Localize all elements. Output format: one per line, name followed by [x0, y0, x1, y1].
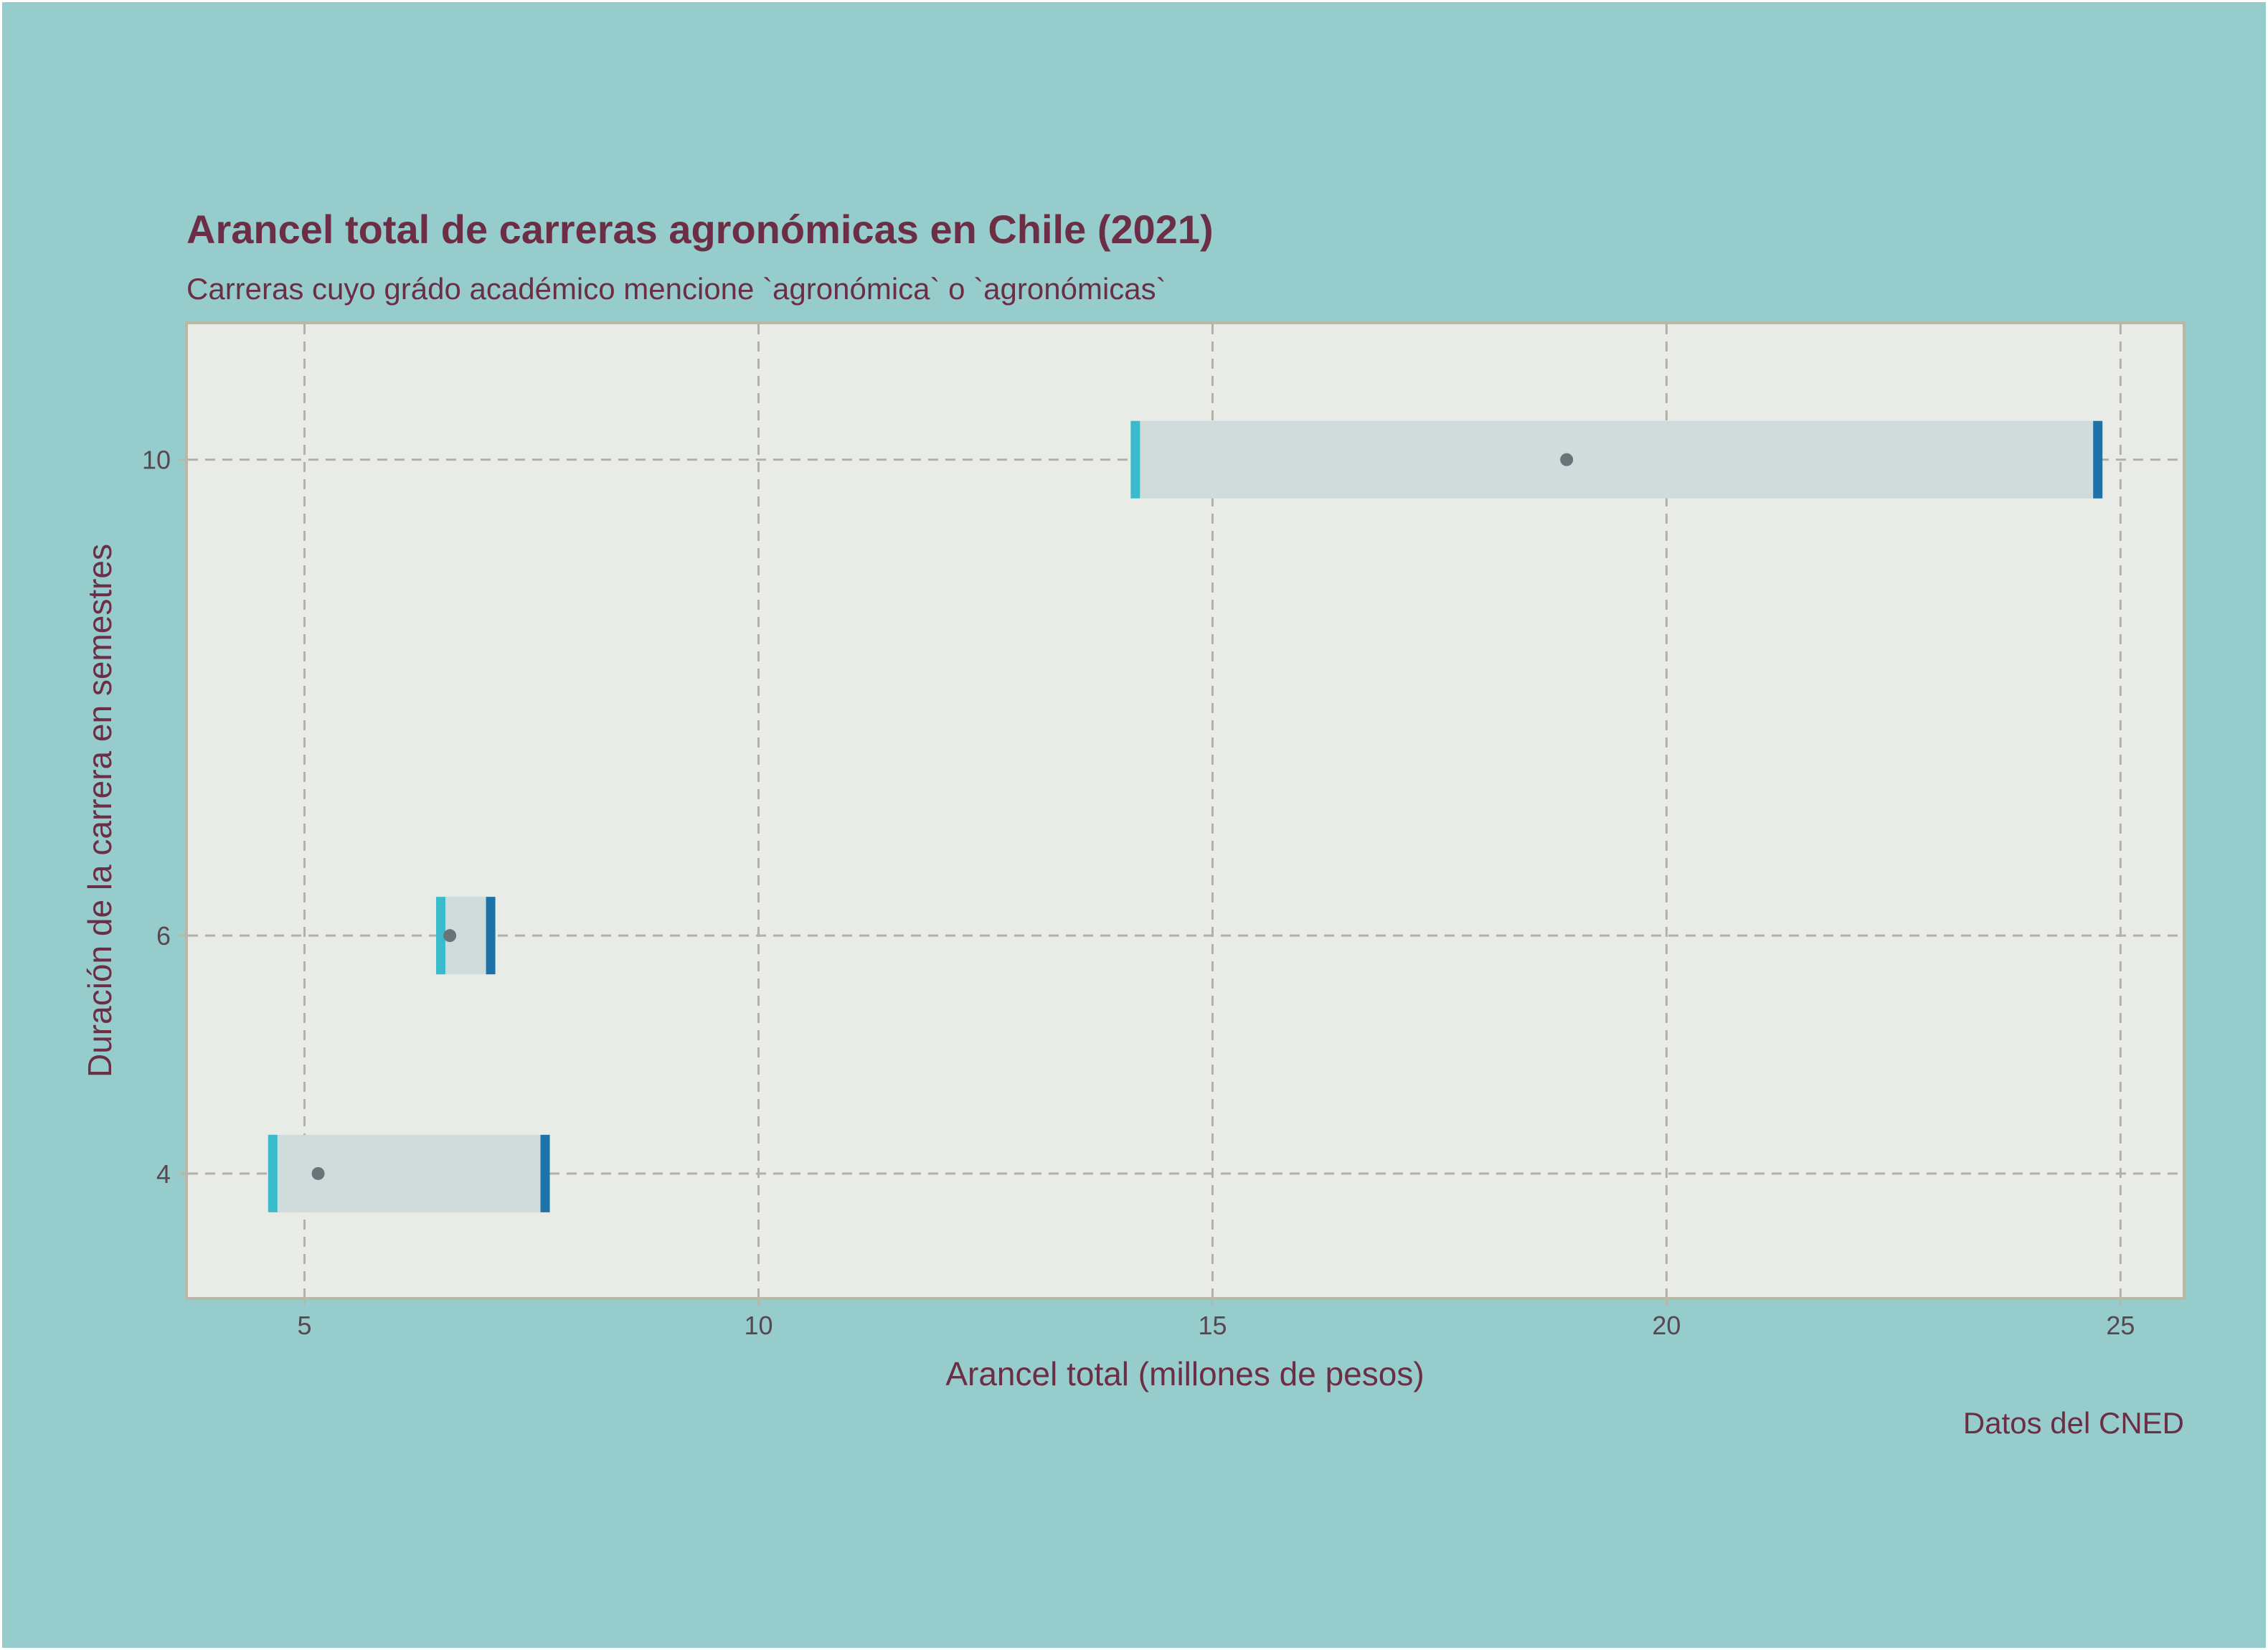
x-axis-title: Arancel total (millones de pesos) [945, 1355, 1424, 1392]
y-axis-title: Duración de la carrera en semestres [81, 544, 118, 1078]
mean-point [311, 1166, 325, 1180]
chart-caption: Datos del CNED [1963, 1406, 2184, 1440]
y-tick-label: 10 [142, 446, 171, 475]
max-marker [486, 897, 496, 975]
mean-point [443, 929, 457, 943]
y-axis-ticks: 4 6 10 [142, 446, 186, 1189]
x-tick-label: 15 [1198, 1311, 1227, 1340]
y-tick-label: 4 [156, 1159, 171, 1189]
min-marker [435, 897, 445, 975]
min-marker [268, 1134, 278, 1212]
range-band [1135, 420, 2098, 499]
range-bands [268, 420, 2103, 1212]
mean-point [1560, 453, 1574, 466]
max-marker [2093, 420, 2103, 499]
x-axis-ticks: 5 10 15 20 25 [298, 1298, 2135, 1340]
y-tick-label: 6 [156, 921, 171, 951]
x-tick-label: 25 [2106, 1311, 2135, 1340]
chart-title: Arancel total de carreras agronómicas en… [186, 207, 1214, 252]
x-tick-label: 20 [1652, 1311, 1681, 1340]
max-marker [540, 1134, 550, 1212]
chart-subtitle: Carreras cuyo grádo académico mencione `… [186, 272, 1166, 306]
x-tick-label: 5 [298, 1311, 312, 1340]
x-tick-label: 10 [744, 1311, 772, 1340]
min-marker [1130, 420, 1140, 499]
